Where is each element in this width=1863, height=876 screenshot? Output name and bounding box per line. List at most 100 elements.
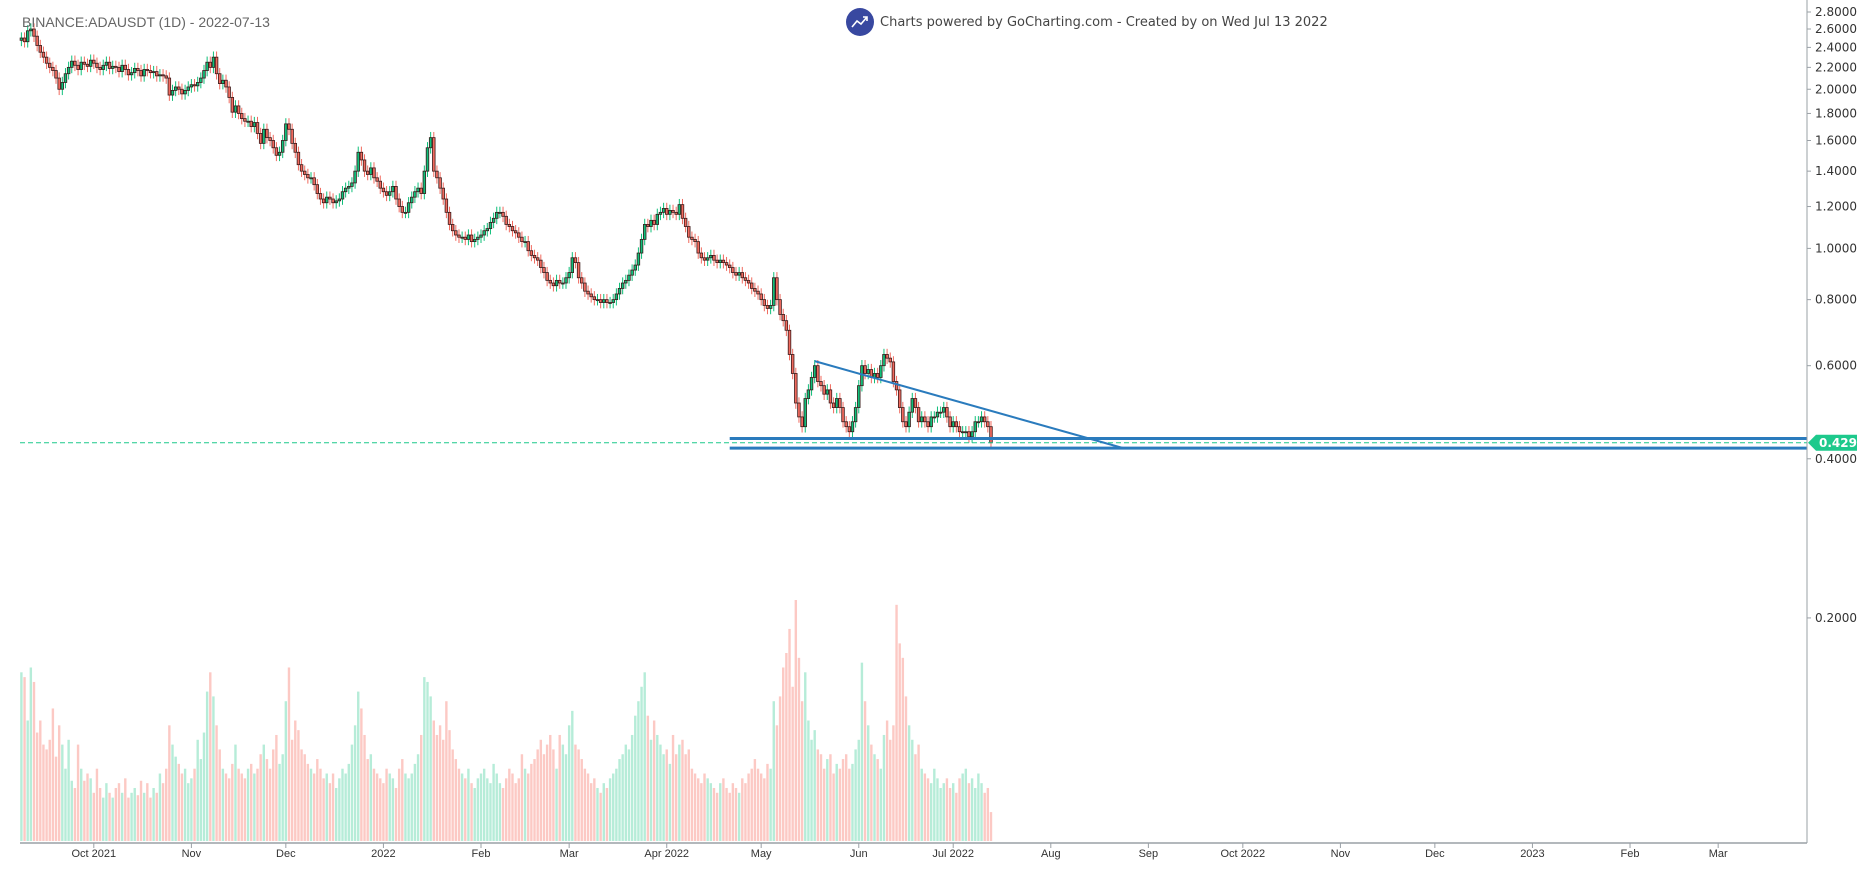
volume-bar bbox=[45, 749, 48, 841]
candle-body bbox=[850, 421, 855, 433]
candle-body bbox=[416, 187, 420, 193]
volume-bar bbox=[347, 763, 350, 841]
volume-bar bbox=[889, 739, 892, 841]
candle-body bbox=[957, 426, 962, 433]
volume-bar bbox=[438, 725, 442, 841]
volume-bar bbox=[766, 763, 769, 841]
candle-body bbox=[258, 133, 263, 144]
candle-body bbox=[838, 398, 842, 408]
volume-bar bbox=[599, 792, 602, 841]
volume-bar bbox=[432, 720, 435, 841]
candle-body bbox=[724, 262, 729, 266]
volume-bar bbox=[511, 773, 514, 841]
volume-bar bbox=[158, 773, 162, 841]
volume-bar bbox=[734, 787, 738, 841]
volume-bar bbox=[246, 768, 250, 841]
candle-body bbox=[356, 151, 360, 172]
volume-bar bbox=[445, 701, 448, 841]
candle-body bbox=[778, 299, 782, 315]
candle-body bbox=[901, 407, 905, 423]
volume-bar bbox=[375, 773, 379, 841]
x-tick-label: 2023 bbox=[1520, 848, 1544, 860]
volume-bar bbox=[753, 759, 757, 841]
volume-bar bbox=[124, 778, 127, 841]
volume-bar bbox=[410, 773, 413, 841]
candle-body bbox=[592, 296, 597, 301]
volume-bar bbox=[379, 778, 382, 841]
volume-bar bbox=[32, 681, 36, 841]
candle-body bbox=[117, 66, 121, 72]
volume-bar bbox=[467, 768, 470, 841]
volume-bar bbox=[863, 701, 867, 841]
candle-body bbox=[98, 66, 102, 70]
candle-body bbox=[350, 182, 354, 187]
candle-body bbox=[312, 177, 316, 186]
volume-bar bbox=[577, 749, 580, 841]
candle-body bbox=[907, 411, 911, 428]
volume-bar bbox=[407, 778, 410, 841]
candle-body bbox=[435, 170, 439, 179]
volume-bar bbox=[130, 792, 133, 841]
price-axis[interactable]: 2.8000 2.6000 2.4000 2.2000 2.0000 1.8000 1.60… bbox=[1806, 0, 1863, 843]
candle-body bbox=[627, 274, 631, 281]
volume-bar bbox=[338, 778, 341, 841]
candle-body bbox=[960, 431, 965, 434]
volume-bar bbox=[785, 653, 788, 841]
candle-body bbox=[897, 389, 902, 408]
candle-body bbox=[951, 421, 955, 428]
volume-bar bbox=[366, 759, 369, 841]
volume-bar bbox=[265, 759, 269, 841]
volume-bar bbox=[196, 739, 199, 841]
volume-bar bbox=[555, 768, 558, 841]
volume-bar bbox=[224, 773, 228, 841]
volume-bar bbox=[693, 773, 697, 841]
volume-bar bbox=[401, 759, 404, 841]
volume-bar bbox=[89, 778, 92, 841]
volume-bar bbox=[149, 797, 152, 841]
candle-body bbox=[473, 238, 477, 243]
volume-bar bbox=[275, 734, 278, 841]
volume-bar bbox=[388, 773, 391, 841]
candle-body bbox=[306, 174, 310, 179]
candle-body bbox=[268, 137, 272, 141]
candle-body bbox=[334, 200, 338, 204]
volume-bar bbox=[964, 768, 967, 841]
volume-bar bbox=[775, 725, 779, 841]
drawings[interactable] bbox=[20, 360, 1807, 450]
volume-bar bbox=[885, 720, 889, 841]
candle-body bbox=[265, 128, 269, 139]
volume-bar bbox=[256, 768, 259, 841]
volume-bar bbox=[530, 763, 533, 841]
volume-bar bbox=[706, 778, 709, 841]
volume-bar bbox=[848, 768, 851, 841]
volume-bar bbox=[797, 657, 801, 841]
x-tick-label: Dec bbox=[276, 848, 296, 860]
candle-body bbox=[825, 389, 829, 395]
candle-body bbox=[142, 69, 146, 77]
volume-bar bbox=[649, 739, 653, 841]
candle-body bbox=[240, 113, 244, 120]
candle-body bbox=[586, 290, 590, 295]
candle-body bbox=[293, 142, 297, 153]
volume-bar bbox=[174, 756, 177, 841]
trendline[interactable] bbox=[814, 360, 1124, 450]
volume-bar bbox=[791, 686, 794, 841]
candle-body bbox=[803, 398, 807, 428]
candle-body bbox=[643, 224, 647, 240]
volume-bar bbox=[612, 773, 615, 841]
candle-body bbox=[718, 259, 722, 264]
candle-body bbox=[784, 320, 789, 331]
volume-bar bbox=[397, 768, 401, 841]
candle-body bbox=[403, 211, 408, 214]
credit-banner[interactable]: Charts powered by GoCharting.com - Creat… bbox=[846, 8, 1328, 36]
candle-body bbox=[671, 209, 675, 213]
y-tick-label: 1.4000 bbox=[1815, 164, 1857, 178]
y-tick-label: 2.8000 bbox=[1815, 5, 1857, 19]
candle-body bbox=[287, 123, 291, 130]
candle-body bbox=[743, 277, 748, 281]
volume-bar bbox=[719, 783, 722, 841]
candle-body bbox=[772, 277, 776, 306]
candle-body bbox=[979, 416, 984, 423]
time-axis[interactable]: Oct 2021 Nov Dec 2022 Feb Mar Apr 2022 May Jun Ju… bbox=[20, 842, 1807, 860]
